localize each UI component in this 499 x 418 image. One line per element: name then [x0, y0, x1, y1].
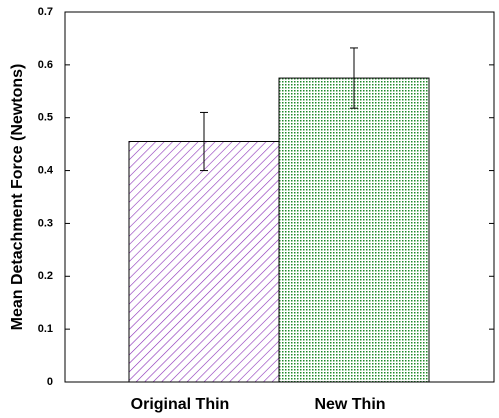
y-tick-label: 0.3	[38, 217, 53, 229]
x-tick-label: New Thin	[314, 396, 385, 413]
y-tick-label: 0.5	[38, 112, 53, 124]
y-tick-label: 0.1	[38, 323, 53, 335]
x-tick-label: Original Thin	[131, 396, 230, 413]
error-bar	[200, 111, 208, 172]
bar	[278, 77, 430, 383]
y-tick-label: 0.2	[38, 270, 53, 282]
y-tick-label: 0.4	[38, 164, 54, 176]
error-bar	[350, 47, 358, 109]
bar	[128, 141, 280, 383]
y-tick-label: 0	[47, 376, 53, 388]
y-tick-label: 0.6	[38, 59, 53, 71]
y-axis-label: Mean Detachment Force (Newtons)	[9, 64, 26, 331]
y-tick-label: 0.7	[38, 6, 53, 18]
